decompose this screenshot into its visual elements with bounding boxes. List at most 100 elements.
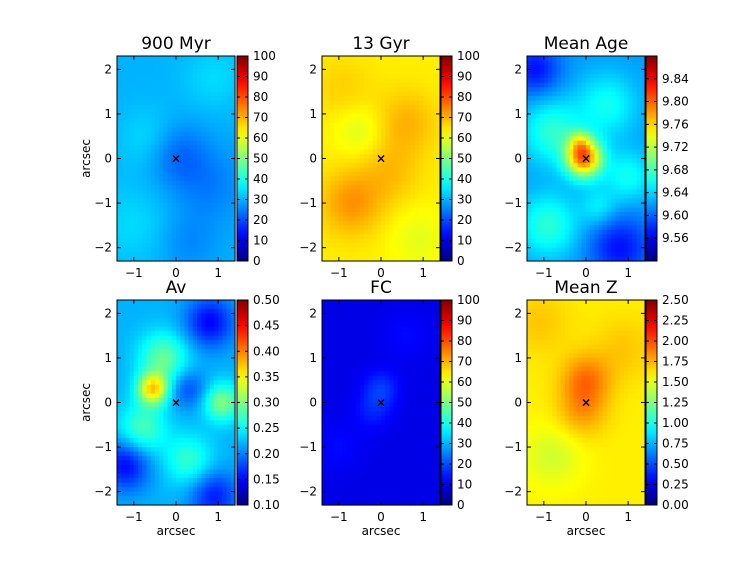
heatmap-cell: [607, 225, 612, 231]
heatmap-cell: [389, 105, 395, 111]
heatmap-cell: [402, 189, 407, 195]
x-tick-label: 0: [377, 266, 385, 280]
heatmap-cell: [539, 109, 545, 115]
heatmap-cell: [125, 189, 131, 195]
heatmap-cell: [167, 322, 173, 328]
heatmap-cell: [397, 154, 403, 160]
heatmap-cell: [334, 167, 340, 173]
heatmap-cell: [150, 158, 156, 164]
heatmap-cell: [142, 105, 148, 111]
heatmap-cell: [176, 331, 181, 337]
heatmap-cell: [138, 145, 143, 151]
heatmap-cell: [218, 317, 223, 323]
heatmap-cell: [121, 335, 127, 341]
heatmap-cell: [556, 127, 562, 133]
heatmap-cell: [213, 415, 219, 421]
heatmap-cell: [564, 162, 570, 169]
heatmap-cell: [154, 406, 160, 413]
heatmap-cell: [129, 326, 135, 332]
heatmap-cell: [343, 60, 348, 66]
heatmap-cell: [347, 171, 353, 177]
heatmap-cell: [213, 398, 219, 404]
heatmap-cell: [410, 131, 416, 137]
heatmap-cell: [129, 442, 135, 448]
heatmap-cell: [414, 229, 420, 235]
heatmap-cell: [192, 335, 198, 341]
heatmap-cell: [142, 100, 148, 106]
heatmap-cell: [343, 247, 348, 253]
heatmap-cell: [427, 238, 433, 244]
heatmap-cell: [427, 136, 433, 142]
heatmap-cell: [410, 225, 416, 231]
heatmap-cell: [201, 64, 207, 70]
heatmap-cell: [393, 238, 399, 244]
heatmap-cell: [632, 145, 638, 151]
heatmap-cell: [602, 158, 608, 164]
heatmap-cell: [133, 402, 139, 408]
heatmap-cell: [581, 167, 587, 173]
heatmap-cell: [598, 100, 604, 106]
heatmap-cell: [552, 176, 558, 182]
heatmap-cell: [222, 87, 228, 93]
heatmap-cell: [435, 158, 441, 164]
heatmap-cell: [431, 145, 437, 151]
heatmap-cell: [623, 113, 629, 119]
heatmap-cell: [146, 402, 152, 408]
heatmap-cell: [146, 69, 152, 75]
heatmap-cell: [402, 243, 407, 249]
heatmap-cell: [230, 100, 236, 106]
colorbar-tick-label: 10: [457, 234, 472, 248]
heatmap-cell: [209, 300, 215, 306]
heatmap-cell: [142, 220, 148, 226]
heatmap-cell: [197, 335, 202, 341]
heatmap-cell: [402, 56, 407, 62]
heatmap-cell: [209, 171, 215, 177]
heatmap-cell: [121, 203, 127, 209]
heatmap-cell: [188, 122, 194, 128]
colorbar-tick-label: 30: [457, 193, 472, 207]
heatmap-cell: [176, 304, 181, 310]
heatmap-cell: [334, 207, 340, 213]
heatmap-cell: [381, 145, 386, 151]
heatmap-cell: [176, 127, 181, 133]
heatmap-cell: [334, 105, 340, 111]
heatmap-cell: [389, 82, 395, 88]
heatmap-cell: [343, 91, 348, 97]
heatmap-cell: [628, 211, 633, 218]
heatmap-cell: [188, 313, 194, 319]
heatmap-cell: [343, 78, 348, 84]
heatmap-cell: [121, 207, 127, 213]
heatmap-cell: [159, 185, 164, 191]
heatmap-cell: [381, 158, 386, 164]
heatmap-cell: [138, 69, 143, 75]
heatmap-cell: [330, 162, 336, 169]
heatmap-cell: [364, 220, 369, 226]
heatmap-cell: [368, 158, 374, 164]
heatmap-cell: [121, 353, 127, 359]
heatmap-cell: [142, 109, 148, 115]
heatmap-cell: [121, 447, 127, 453]
heatmap-cell: [184, 229, 190, 235]
heatmap-cell: [222, 389, 228, 395]
heatmap-cell: [611, 247, 617, 253]
heatmap-cell: [125, 393, 131, 399]
colorbar-tick-label: 20: [253, 213, 268, 227]
heatmap-cell: [431, 167, 437, 173]
heatmap-cell: [372, 194, 378, 200]
heatmap-cell: [218, 145, 223, 151]
heatmap-cell: [167, 229, 173, 235]
heatmap-cell: [167, 402, 173, 408]
heatmap-cell: [192, 229, 198, 235]
heatmap-cell: [150, 122, 156, 128]
heatmap-cell: [226, 234, 232, 240]
heatmap-cell: [423, 140, 428, 146]
heatmap-cell: [184, 317, 190, 323]
heatmap-cell: [586, 167, 591, 173]
heatmap-cell: [322, 100, 327, 106]
heatmap-cell: [397, 78, 403, 84]
heatmap-cell: [531, 243, 537, 249]
heatmap-cell: [121, 308, 127, 314]
heatmap-cell: [577, 234, 583, 240]
heatmap-cell: [393, 247, 399, 253]
heatmap-cell: [209, 357, 215, 363]
